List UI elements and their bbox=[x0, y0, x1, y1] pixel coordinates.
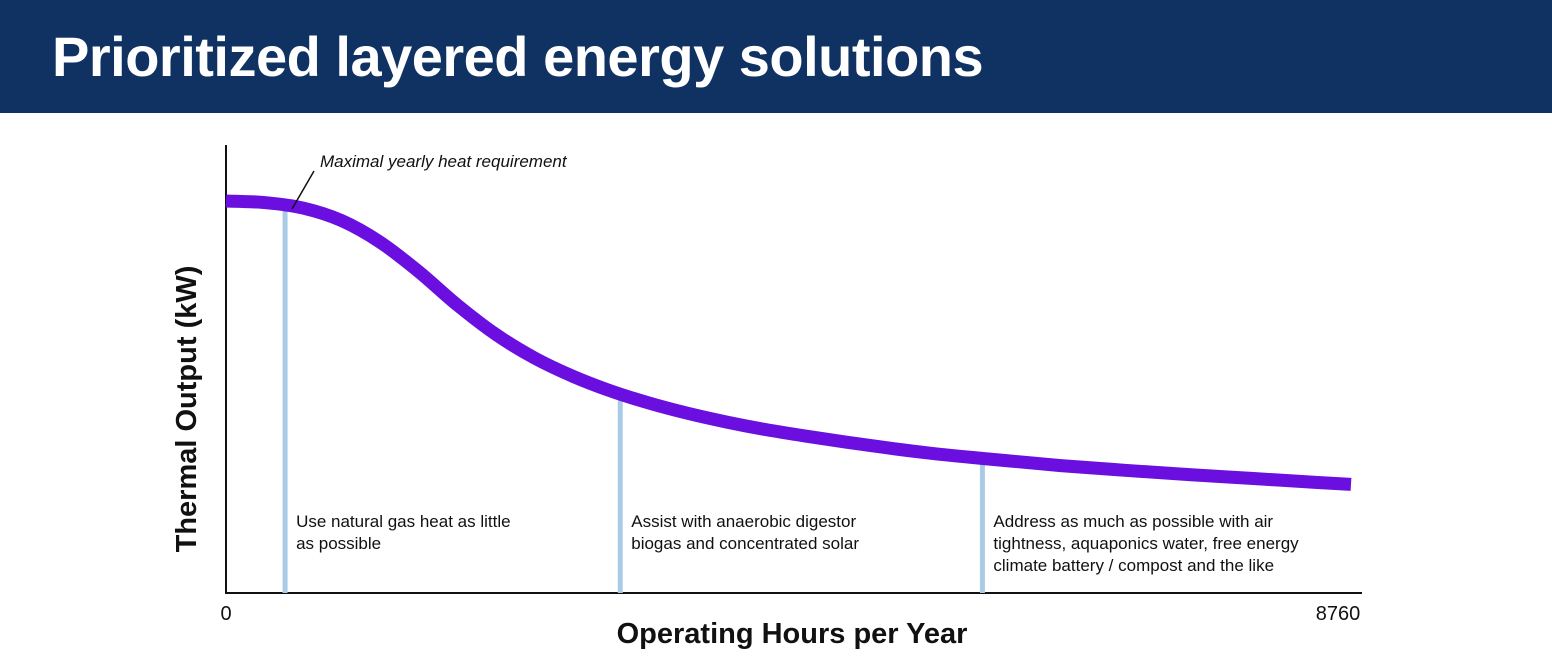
marker-label-1-line-1: Use natural gas heat as little bbox=[296, 512, 511, 531]
marker-label-2: Assist with anaerobic digestor biogas and… bbox=[631, 512, 859, 553]
header-banner: Prioritized layered energy solutions bbox=[0, 0, 1552, 113]
marker-label-3-line-3: climate battery / compost and the like bbox=[993, 556, 1274, 575]
page-title: Prioritized layered energy solutions bbox=[52, 25, 984, 88]
marker-label-1-line-2: as possible bbox=[296, 534, 381, 553]
annotation-max-heat: Maximal yearly heat requirement bbox=[320, 152, 568, 171]
marker-label-2-line-1: Assist with anaerobic digestor bbox=[631, 512, 856, 531]
x-tick-label-max: 8760 bbox=[1316, 603, 1361, 625]
marker-label-2-line-2: biogas and concentrated solar bbox=[631, 534, 859, 553]
marker-label-1: Use natural gas heat as little as possibl… bbox=[296, 512, 511, 553]
marker-label-3: Address as much as possible with air tigh… bbox=[993, 512, 1299, 575]
heat-demand-curve bbox=[225, 194, 1352, 491]
y-axis-title: Thermal Output (kW) bbox=[171, 266, 203, 553]
marker-label-3-line-1: Address as much as possible with air bbox=[993, 512, 1273, 531]
chart: Use natural gas heat as little as possibl… bbox=[171, 145, 1362, 650]
marker-label-3-line-2: tightness, aquaponics water, free energy bbox=[993, 534, 1299, 553]
annotation-leader-line bbox=[291, 170, 315, 210]
x-axis-title: Operating Hours per Year bbox=[617, 618, 968, 650]
x-tick-label-min: 0 bbox=[220, 603, 231, 625]
